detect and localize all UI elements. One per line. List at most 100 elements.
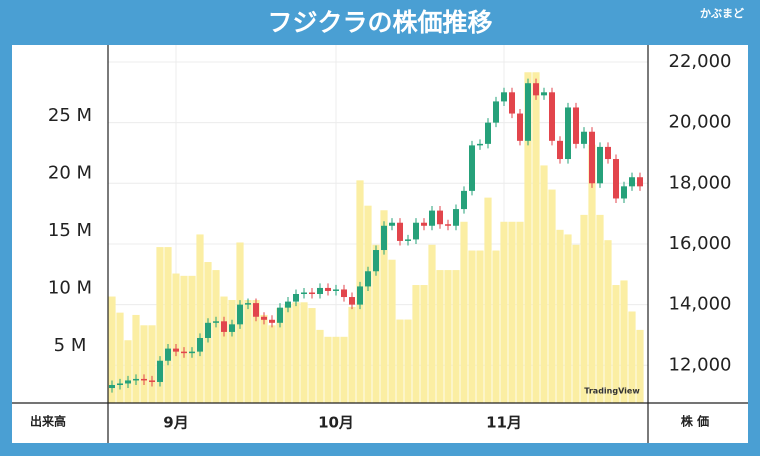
volume-bar xyxy=(164,247,172,404)
candle-body xyxy=(517,113,523,141)
candle-body xyxy=(493,101,499,123)
candle-body xyxy=(141,378,147,381)
candle-body xyxy=(317,287,323,295)
candle-body xyxy=(117,383,123,385)
y2-tick-label: 20 M xyxy=(48,162,92,183)
candle-body xyxy=(357,286,363,305)
volume-bar xyxy=(252,299,260,404)
volume-bar xyxy=(172,273,180,404)
volume-bar xyxy=(452,270,460,404)
candle-body xyxy=(573,107,579,144)
volume-bar xyxy=(500,221,508,404)
candle-body xyxy=(501,92,507,102)
y2-tick-label: 25 M xyxy=(48,105,92,126)
candle-body xyxy=(349,297,355,305)
volume-bar xyxy=(188,275,196,404)
volume-bar xyxy=(228,299,236,404)
candle-body xyxy=(509,92,515,114)
candle-body xyxy=(421,222,427,226)
volume-bar xyxy=(540,165,548,404)
candle-body xyxy=(445,224,451,226)
candle-body xyxy=(245,303,251,305)
volume-bar xyxy=(524,72,532,404)
volume-bar xyxy=(492,250,500,404)
candle-body xyxy=(437,210,443,225)
volume-bar xyxy=(532,72,540,404)
volume-bar xyxy=(180,275,188,404)
candle-body xyxy=(109,384,115,389)
candle-body xyxy=(581,131,587,144)
volume-bar xyxy=(636,329,644,404)
volume-bar xyxy=(556,229,564,404)
volume-bar xyxy=(588,144,596,404)
y-tick-label: 22,000 xyxy=(669,51,732,72)
candle-body xyxy=(237,304,243,325)
volume-bar xyxy=(308,308,316,404)
candle-body xyxy=(285,301,291,308)
candle-body xyxy=(293,294,299,302)
candle-body xyxy=(261,316,267,320)
candle-body xyxy=(301,292,307,295)
y-tick-label: 18,000 xyxy=(669,172,732,193)
candle-body xyxy=(341,289,347,298)
volume-bar xyxy=(620,280,628,404)
volume-bar xyxy=(140,325,148,404)
candle-body xyxy=(605,146,611,160)
candle-body xyxy=(213,321,219,323)
candle-body xyxy=(229,324,235,332)
candle-body xyxy=(181,351,187,354)
brand: かぶまど xyxy=(700,7,744,20)
candle-body xyxy=(373,250,379,272)
volume-bar xyxy=(364,205,372,404)
candle-body xyxy=(557,140,563,160)
volume-bar xyxy=(404,319,412,404)
y-tick-label: 12,000 xyxy=(669,354,732,375)
candle-body xyxy=(429,210,435,226)
volume-bar xyxy=(628,311,636,404)
y2-tick-label: 15 M xyxy=(48,220,92,241)
volume-bar xyxy=(316,329,324,404)
candle-body xyxy=(629,177,635,187)
volume-bar xyxy=(436,270,444,404)
candle-body xyxy=(597,146,603,184)
volume-bar xyxy=(348,306,356,404)
candle-body xyxy=(221,321,227,332)
axis-title: 株 価 xyxy=(681,414,709,429)
candle-body xyxy=(613,159,619,199)
volume-bar xyxy=(508,221,516,404)
volume-bar xyxy=(612,285,620,404)
volume-bar xyxy=(124,340,132,404)
candle-body xyxy=(325,287,331,291)
candle-body xyxy=(133,378,139,381)
candle-body xyxy=(453,209,459,226)
plot xyxy=(108,45,648,404)
y-tick-label: 14,000 xyxy=(669,294,732,315)
candle-body xyxy=(381,225,387,251)
candle-body xyxy=(205,322,211,338)
candle-body xyxy=(549,92,555,141)
candle-body xyxy=(389,222,395,226)
volume-bar xyxy=(580,214,588,404)
candle-body xyxy=(165,348,171,361)
volume-bar xyxy=(396,319,404,404)
candle-body xyxy=(525,83,531,141)
watermark: TradingView xyxy=(584,387,640,396)
candle-body xyxy=(469,145,475,191)
volume-bar xyxy=(484,197,492,404)
candle-body xyxy=(149,380,155,382)
candle-body xyxy=(533,83,539,96)
y2-tick-label: 5 M xyxy=(54,335,87,356)
volume-bar xyxy=(516,221,524,404)
volume-bar xyxy=(372,244,380,404)
candle-body xyxy=(269,319,275,323)
volume-bar xyxy=(108,296,116,404)
y-tick-label: 16,000 xyxy=(669,233,732,254)
candle-body xyxy=(365,271,371,287)
y-tick-label: 20,000 xyxy=(669,112,732,133)
volume-bar xyxy=(380,210,388,404)
volume-bar xyxy=(132,314,140,404)
x-tick-label: 9月 xyxy=(163,414,188,432)
volume-bar xyxy=(284,304,292,404)
candle-body xyxy=(173,348,179,352)
x-tick-label: 10月 xyxy=(318,414,354,432)
